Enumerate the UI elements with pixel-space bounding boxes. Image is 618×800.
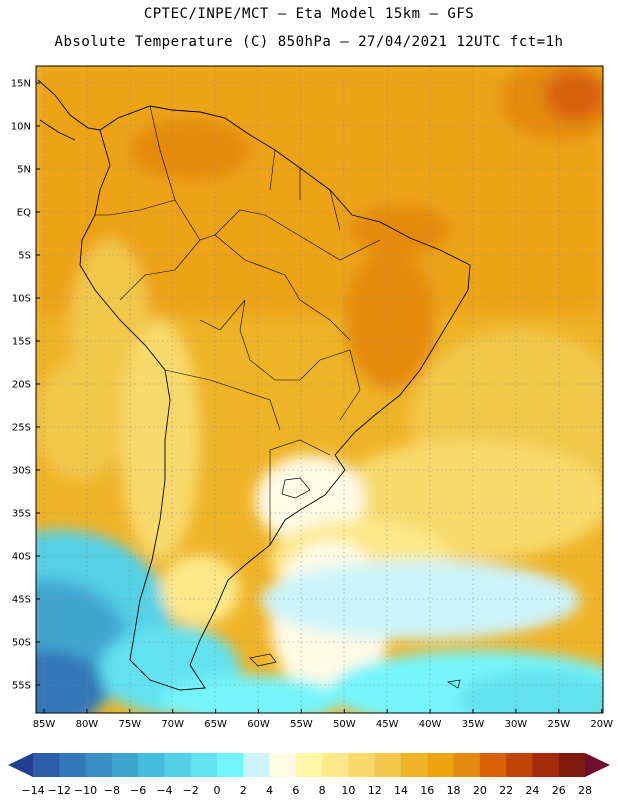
colorbar-label: 2: [240, 784, 247, 797]
lat-label: 40S: [12, 552, 31, 563]
colorbar-label: 16: [420, 784, 434, 797]
title-line-2: Absolute Temperature (C) 850hPa – 27/04/…: [54, 34, 564, 50]
colorbar-cell: [479, 753, 507, 777]
colorbar-label: 0: [214, 784, 221, 797]
colorbar-cell: [295, 753, 323, 777]
lat-label: 50S: [12, 638, 31, 649]
colorbar-label: 4: [266, 784, 273, 797]
colorbar-cell: [217, 753, 244, 777]
colorbar-cell: [401, 753, 428, 777]
colorbar-label: −4: [156, 784, 172, 797]
colorbar-label: 24: [525, 784, 539, 797]
colorbar-label: 26: [552, 784, 566, 797]
colorbar-cell: [111, 753, 139, 777]
colorbar: −14 −12 −10 −8 −6 −4 −2 0 2 4 6 8 10 12 14 16 18 20 22 24 26…: [8, 753, 610, 797]
colorbar-label: −10: [74, 784, 97, 797]
lat-label: 30S: [12, 466, 31, 477]
colorbar-cell: [138, 753, 165, 777]
temperature-field: [36, 66, 603, 713]
colorbar-label: 20: [473, 784, 487, 797]
colorbar-cell: [348, 753, 376, 777]
colorbar-cell: [374, 753, 402, 777]
lat-label: 25S: [12, 423, 31, 434]
lon-label: 40W: [419, 719, 442, 730]
lat-label: 10N: [11, 122, 31, 133]
title-line-1: CPTEC/INPE/MCT – Eta Model 15km – GFS: [143, 6, 475, 22]
lon-label: 20W: [590, 719, 613, 730]
colorbar-label: 22: [499, 784, 513, 797]
colorbar-label: −12: [48, 784, 71, 797]
lon-label: 25W: [547, 719, 570, 730]
longitude-labels: 85W 80W 75W 70W 65W 60W 55W 50W 45W 40W 35W 30W 25W 2…: [33, 709, 613, 730]
lat-label: 5S: [18, 251, 31, 262]
lon-label: 45W: [376, 719, 399, 730]
colorbar-cell: [164, 753, 192, 777]
lat-label: EQ: [17, 208, 31, 219]
colorbar-cell: [59, 753, 87, 777]
lat-label: 10S: [12, 294, 31, 305]
temperature-map: 15N 10N 5N EQ 5S 10S 15S 20S 25S 30S 35S 40S 45S 50S 5…: [11, 65, 613, 730]
colorbar-label: −2: [183, 784, 199, 797]
colorbar-label: −8: [104, 784, 120, 797]
colorbar-high-arrow: [585, 753, 610, 777]
colorbar-cell: [85, 753, 113, 777]
colorbar-label: 28: [578, 784, 592, 797]
country-borders: [95, 105, 381, 545]
lat-lon-grid: [36, 66, 603, 713]
colorbar-cell: [322, 753, 349, 777]
colorbar-label: −14: [21, 784, 44, 797]
lat-label: 20S: [12, 380, 31, 391]
colorbar-label: 18: [447, 784, 461, 797]
colorbar-low-arrow: [8, 753, 33, 777]
lon-label: 60W: [247, 719, 270, 730]
lat-label: 35S: [12, 509, 31, 520]
colorbar-cell: [427, 753, 455, 777]
colorbar-label: −6: [130, 784, 146, 797]
colorbar-label: 12: [368, 784, 382, 797]
colorbar-label: 14: [394, 784, 408, 797]
central-america-outline: [37, 79, 101, 141]
lon-label: 30W: [505, 719, 528, 730]
colorbar-cell: [243, 753, 271, 777]
south-america-outline: [79, 105, 471, 691]
lon-label: 85W: [33, 719, 56, 730]
colorbar-cell: [33, 753, 60, 777]
colorbar-cell: [190, 753, 218, 777]
lon-label: 80W: [76, 719, 99, 730]
lon-label: 70W: [161, 719, 184, 730]
lon-label: 35W: [462, 719, 485, 730]
lon-label: 65W: [204, 719, 227, 730]
lon-label: 55W: [290, 719, 313, 730]
colorbar-cell: [506, 753, 533, 777]
lat-label: 5N: [17, 165, 31, 176]
latitude-labels: 15N 10N 5N EQ 5S 10S 15S 20S 25S 30S 35S 40S 45S 50S 5…: [11, 79, 40, 692]
colorbar-label: 8: [319, 784, 326, 797]
colorbar-cell: [453, 753, 481, 777]
lat-label: 55S: [12, 681, 31, 692]
colorbar-cell: [532, 753, 560, 777]
colorbar-cell: [269, 753, 297, 777]
lat-label: 15S: [12, 337, 31, 348]
map-frame: [35, 65, 604, 714]
lon-label: 50W: [333, 719, 356, 730]
lon-label: 75W: [118, 719, 141, 730]
colorbar-label: 10: [341, 784, 355, 797]
colorbar-label: 6: [292, 784, 299, 797]
lat-label: 15N: [11, 79, 31, 90]
lat-label: 45S: [12, 595, 31, 606]
colorbar-cell: [558, 753, 586, 777]
